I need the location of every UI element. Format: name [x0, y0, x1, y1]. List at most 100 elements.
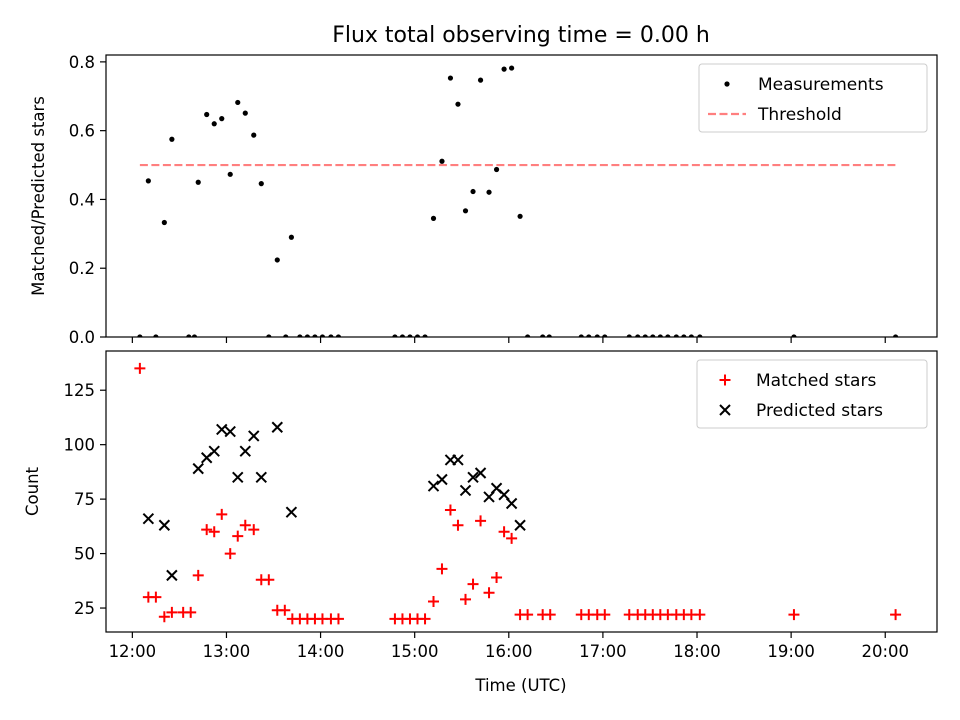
y-tick-label: 75 [74, 490, 95, 509]
data-point [134, 362, 146, 374]
x-tick-label: 14:00 [297, 642, 345, 661]
data-point [158, 611, 170, 623]
legend-label: Matched stars [756, 371, 876, 391]
legend-label: Measurements [758, 75, 884, 95]
data-point [204, 111, 210, 118]
data-point [271, 421, 283, 433]
data-point [158, 519, 171, 531]
data-point [475, 515, 487, 527]
data-point [665, 334, 671, 337]
data-point [890, 609, 902, 621]
data-point [452, 519, 464, 531]
data-point [602, 334, 608, 337]
panel-2: 12:00 13:00 14:00 15:00 16:00 17:00 18:00 19:00… [23, 350, 938, 661]
data-point [444, 504, 456, 516]
data-point [419, 613, 431, 625]
data-point [540, 334, 546, 337]
panels: 0.0 0.2 0.4 0.6 0.8 Matched/Predicted stars Me… [23, 53, 938, 661]
legend-marker [719, 404, 731, 416]
data-point [459, 484, 472, 497]
data-point [335, 334, 342, 337]
legend-box [698, 63, 928, 133]
series-predicted-stars [142, 421, 526, 582]
chart-title: Flux total observing time = 0.00 h [332, 23, 710, 48]
y-tick-label: 0.4 [69, 190, 95, 209]
y-tick-label: 0.8 [69, 53, 95, 72]
data-point [248, 524, 260, 536]
data-point [470, 188, 476, 195]
data-point [467, 471, 479, 484]
data-point [224, 425, 236, 438]
data-point [505, 497, 518, 510]
x-tick-label: 18:00 [673, 642, 721, 661]
data-point [216, 423, 228, 436]
data-point [697, 334, 703, 337]
data-point [501, 66, 507, 72]
x-tick-label: 12:00 [109, 642, 157, 661]
data-point [642, 334, 648, 337]
data-point [491, 572, 503, 584]
plot-frame [105, 54, 938, 338]
y-tick-label: 0.2 [69, 259, 95, 278]
data-point [216, 508, 228, 520]
y-tick-label: 0.6 [69, 122, 95, 141]
data-point [493, 166, 500, 173]
panel-data [137, 65, 899, 337]
data-point [232, 471, 244, 484]
x-tick-label: 19:00 [767, 642, 815, 661]
series-measurements [137, 65, 899, 337]
data-point [191, 334, 198, 337]
data-point [274, 257, 280, 263]
data-point [681, 334, 687, 337]
data-point [192, 462, 204, 475]
data-point [166, 606, 178, 618]
data-point [791, 334, 797, 337]
legend-marker [724, 81, 730, 87]
data-point [525, 334, 531, 337]
data-point [599, 609, 611, 621]
data-point [166, 569, 178, 582]
x-tick-label: 17:00 [579, 642, 627, 661]
data-point [258, 181, 264, 187]
data-point [285, 506, 298, 518]
legend-marker [719, 374, 731, 386]
series-matched-stars [134, 362, 902, 625]
data-point [185, 606, 197, 618]
data-point [414, 334, 421, 337]
data-point [657, 334, 663, 337]
x-tick-label: 20:00 [861, 642, 909, 661]
data-point [428, 596, 440, 608]
x-axis-label: Time (UTC) [474, 676, 566, 695]
data-point [208, 445, 220, 457]
data-point [586, 334, 592, 337]
data-point [201, 524, 213, 536]
y-tick-label: 25 [74, 599, 95, 618]
data-point [635, 334, 641, 337]
data-point [224, 548, 236, 560]
data-point [304, 334, 310, 337]
data-point [145, 178, 151, 184]
data-point [208, 526, 220, 538]
data-point [509, 65, 515, 71]
y-axis-label: Count [23, 466, 42, 516]
data-point [137, 334, 143, 337]
data-point [673, 334, 679, 337]
data-point [522, 609, 534, 621]
data-point [427, 480, 440, 492]
data-point [474, 467, 487, 479]
data-point [486, 189, 492, 195]
data-point [169, 136, 175, 142]
y-tick-label: 125 [64, 381, 96, 400]
data-point [161, 219, 167, 226]
data-point [578, 334, 584, 337]
data-point [498, 526, 510, 538]
data-point [447, 75, 454, 81]
x-tick-label: 13:00 [203, 642, 251, 661]
x-tick-label: 16:00 [485, 642, 533, 661]
data-point [279, 604, 291, 616]
data-point [242, 110, 248, 116]
data-point [594, 334, 600, 337]
data-point [506, 532, 518, 544]
legend-label: Threshold [757, 105, 842, 125]
